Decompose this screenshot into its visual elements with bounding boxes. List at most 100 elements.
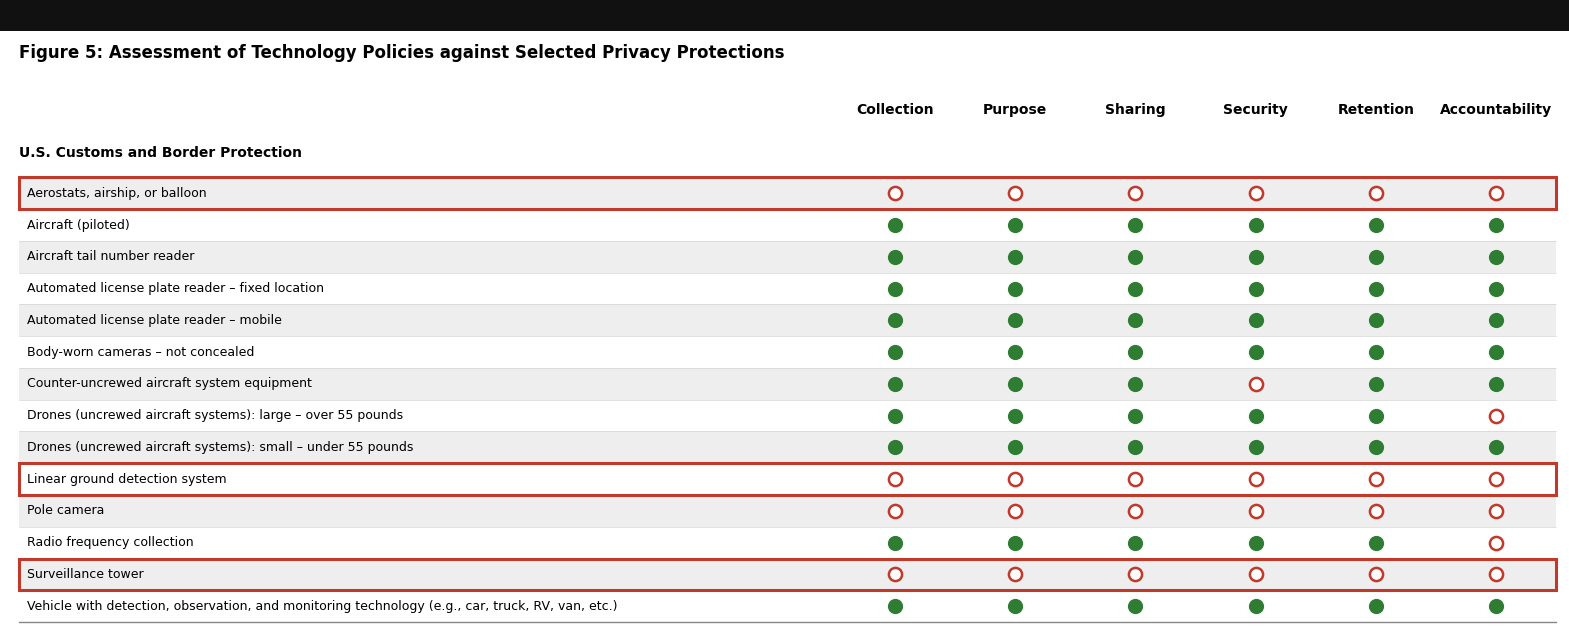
Point bbox=[1243, 379, 1268, 389]
Point bbox=[882, 601, 907, 611]
Point bbox=[1363, 188, 1389, 198]
Point bbox=[1243, 220, 1268, 230]
Text: Security: Security bbox=[1224, 103, 1288, 117]
FancyBboxPatch shape bbox=[19, 590, 1556, 622]
Point bbox=[1243, 315, 1268, 325]
Point bbox=[882, 315, 907, 325]
Point bbox=[1003, 442, 1028, 452]
Point bbox=[1363, 315, 1389, 325]
Point bbox=[1123, 569, 1149, 579]
Point bbox=[1003, 315, 1028, 325]
Text: Surveillance tower: Surveillance tower bbox=[27, 568, 143, 581]
Point bbox=[882, 474, 907, 484]
Point bbox=[1484, 283, 1509, 293]
Point bbox=[1363, 506, 1389, 516]
Point bbox=[1003, 569, 1028, 579]
Text: U.S. Customs and Border Protection: U.S. Customs and Border Protection bbox=[19, 147, 301, 160]
Point bbox=[1003, 601, 1028, 611]
FancyBboxPatch shape bbox=[19, 399, 1556, 431]
Point bbox=[882, 220, 907, 230]
Point bbox=[1243, 410, 1268, 420]
FancyBboxPatch shape bbox=[19, 241, 1556, 272]
Point bbox=[1003, 379, 1028, 389]
Text: Aircraft tail number reader: Aircraft tail number reader bbox=[27, 250, 195, 263]
Point bbox=[1123, 220, 1149, 230]
Point bbox=[1123, 442, 1149, 452]
Point bbox=[1363, 538, 1389, 548]
Point bbox=[1243, 474, 1268, 484]
FancyBboxPatch shape bbox=[0, 0, 1569, 31]
Point bbox=[882, 283, 907, 293]
Point bbox=[1123, 474, 1149, 484]
Text: Counter-uncrewed aircraft system equipment: Counter-uncrewed aircraft system equipme… bbox=[27, 377, 312, 390]
Point bbox=[1243, 347, 1268, 357]
Text: Linear ground detection system: Linear ground detection system bbox=[27, 473, 226, 486]
Point bbox=[1123, 506, 1149, 516]
Point bbox=[1363, 220, 1389, 230]
Point bbox=[1484, 251, 1509, 262]
Point bbox=[1484, 506, 1509, 516]
FancyBboxPatch shape bbox=[19, 431, 1556, 463]
Point bbox=[1123, 251, 1149, 262]
Text: Radio frequency collection: Radio frequency collection bbox=[27, 536, 193, 549]
FancyBboxPatch shape bbox=[19, 272, 1556, 304]
Point bbox=[1123, 410, 1149, 420]
Point bbox=[1003, 506, 1028, 516]
Point bbox=[1243, 506, 1268, 516]
Text: Pole camera: Pole camera bbox=[27, 505, 104, 517]
Point bbox=[1484, 315, 1509, 325]
Point bbox=[882, 538, 907, 548]
FancyBboxPatch shape bbox=[19, 368, 1556, 399]
Point bbox=[882, 347, 907, 357]
Point bbox=[1243, 442, 1268, 452]
Point bbox=[1363, 474, 1389, 484]
Point bbox=[1243, 251, 1268, 262]
Point bbox=[1243, 283, 1268, 293]
Point bbox=[1123, 315, 1149, 325]
Point bbox=[1484, 347, 1509, 357]
Text: Automated license plate reader – fixed location: Automated license plate reader – fixed l… bbox=[27, 282, 323, 295]
Point bbox=[882, 251, 907, 262]
Point bbox=[1003, 220, 1028, 230]
FancyBboxPatch shape bbox=[19, 336, 1556, 368]
Point bbox=[1003, 251, 1028, 262]
Point bbox=[1484, 474, 1509, 484]
FancyBboxPatch shape bbox=[19, 463, 1556, 495]
Point bbox=[1003, 538, 1028, 548]
Point bbox=[1243, 569, 1268, 579]
Point bbox=[1484, 379, 1509, 389]
Point bbox=[1363, 569, 1389, 579]
FancyBboxPatch shape bbox=[19, 558, 1556, 590]
Point bbox=[882, 188, 907, 198]
Point bbox=[882, 506, 907, 516]
Text: Body-worn cameras – not concealed: Body-worn cameras – not concealed bbox=[27, 346, 254, 359]
Point bbox=[1484, 188, 1509, 198]
Text: Purpose: Purpose bbox=[984, 103, 1047, 117]
FancyBboxPatch shape bbox=[19, 177, 1556, 209]
Point bbox=[882, 442, 907, 452]
Text: Accountability: Accountability bbox=[1440, 103, 1552, 117]
Point bbox=[1123, 538, 1149, 548]
Point bbox=[1484, 442, 1509, 452]
Point bbox=[1123, 601, 1149, 611]
Point bbox=[1003, 188, 1028, 198]
FancyBboxPatch shape bbox=[19, 495, 1556, 527]
Point bbox=[1484, 569, 1509, 579]
Point bbox=[1123, 188, 1149, 198]
Point bbox=[1243, 601, 1268, 611]
Text: Vehicle with detection, observation, and monitoring technology (e.g., car, truck: Vehicle with detection, observation, and… bbox=[27, 600, 617, 612]
Text: Drones (uncrewed aircraft systems): small – under 55 pounds: Drones (uncrewed aircraft systems): smal… bbox=[27, 441, 413, 454]
Point bbox=[1363, 410, 1389, 420]
Text: Figure 5: Assessment of Technology Policies against Selected Privacy Protections: Figure 5: Assessment of Technology Polic… bbox=[19, 44, 784, 62]
Text: Sharing: Sharing bbox=[1105, 103, 1166, 117]
FancyBboxPatch shape bbox=[19, 527, 1556, 558]
Point bbox=[1363, 283, 1389, 293]
FancyBboxPatch shape bbox=[19, 304, 1556, 336]
Text: Collection: Collection bbox=[857, 103, 934, 117]
Text: Retention: Retention bbox=[1337, 103, 1415, 117]
Point bbox=[1003, 347, 1028, 357]
Point bbox=[1484, 410, 1509, 420]
Point bbox=[882, 410, 907, 420]
Point bbox=[1484, 220, 1509, 230]
Point bbox=[1363, 251, 1389, 262]
